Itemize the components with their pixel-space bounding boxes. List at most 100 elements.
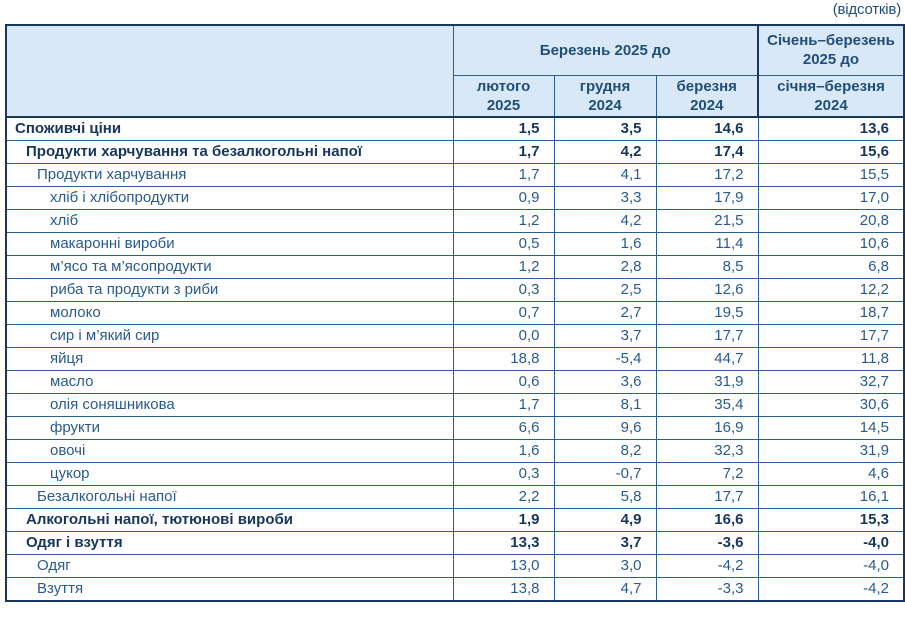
table-row: яйця 18,8 -5,4 44,7 11,8: [5, 347, 905, 371]
row-label: цукор: [5, 462, 454, 486]
row-label: Продукти харчування та безалкогольні нап…: [5, 140, 454, 164]
value-cell: 17,4: [655, 140, 759, 164]
value-cell: 16,6: [655, 508, 759, 532]
value-cell: 16,1: [757, 485, 905, 509]
value-cell: 31,9: [655, 370, 759, 394]
table-body: Споживчі ціни 1,5 3,5 14,6 13,6 Продукти харч…: [5, 116, 905, 602]
value-cell: 12,2: [757, 278, 905, 302]
col-header-feb-2025: лютого 2025: [452, 74, 555, 118]
value-cell: 11,8: [757, 347, 905, 371]
value-cell: 30,6: [757, 393, 905, 417]
value-cell: 3,5: [553, 116, 657, 141]
row-label: Продукти харчування: [5, 163, 454, 187]
value-cell: -4,0: [757, 554, 905, 578]
row-label: Взуття: [5, 577, 454, 602]
value-cell: 21,5: [655, 209, 759, 233]
col-header-line1: січня–березня: [777, 77, 885, 95]
col-group-jan-march-2025: Січень–березень 2025 до: [757, 24, 905, 76]
table-row: олія соняшникова 1,7 8,1 35,4 30,6: [5, 393, 905, 417]
table-row: овочі 1,6 8,2 32,3 31,9: [5, 439, 905, 463]
table-row: Алкогольні напої, тютюнові вироби 1,9 4,9 1…: [5, 508, 905, 532]
table-row: Продукти харчування 1,7 4,1 17,2 15,5: [5, 163, 905, 187]
row-label: хліб і хлібопродукти: [5, 186, 454, 210]
value-cell: 10,6: [757, 232, 905, 256]
value-cell: 32,7: [757, 370, 905, 394]
row-label: сир і м’який сир: [5, 324, 454, 348]
value-cell: 13,6: [757, 116, 905, 141]
value-cell: 1,6: [452, 439, 555, 463]
value-cell: 15,5: [757, 163, 905, 187]
value-cell: 4,7: [553, 577, 657, 602]
col-group-period-line1: Січень–березень: [767, 32, 895, 50]
value-cell: 17,0: [757, 186, 905, 210]
table-row: хліб і хлібопродукти 0,9 3,3 17,9 17,0: [5, 186, 905, 210]
value-cell: 17,7: [655, 324, 759, 348]
table-row: хліб 1,2 4,2 21,5 20,8: [5, 209, 905, 233]
value-cell: 1,6: [553, 232, 657, 256]
table-row: макаронні вироби 0,5 1,6 11,4 10,6: [5, 232, 905, 256]
value-cell: 6,8: [757, 255, 905, 279]
corner-cell: [5, 24, 454, 118]
value-cell: 0,3: [452, 278, 555, 302]
row-label: масло: [5, 370, 454, 394]
value-cell: 1,7: [452, 163, 555, 187]
value-cell: 0,9: [452, 186, 555, 210]
row-label: Безалкогольні напої: [5, 485, 454, 509]
value-cell: 12,6: [655, 278, 759, 302]
row-label: овочі: [5, 439, 454, 463]
col-header-jan-mar-2024: січня–березня 2024: [757, 74, 905, 118]
value-cell: 13,0: [452, 554, 555, 578]
value-cell: 35,4: [655, 393, 759, 417]
row-label: Алкогольні напої, тютюнові вироби: [5, 508, 454, 532]
value-cell: 15,3: [757, 508, 905, 532]
value-cell: 2,8: [553, 255, 657, 279]
value-cell: 4,6: [757, 462, 905, 486]
value-cell: 3,0: [553, 554, 657, 578]
value-cell: 20,8: [757, 209, 905, 233]
value-cell: 6,6: [452, 416, 555, 440]
value-cell: 14,6: [655, 116, 759, 141]
value-cell: 18,7: [757, 301, 905, 325]
value-cell: -5,4: [553, 347, 657, 371]
value-cell: 13,8: [452, 577, 555, 602]
value-cell: 31,9: [757, 439, 905, 463]
row-label: олія соняшникова: [5, 393, 454, 417]
row-label: риба та продукти з риби: [5, 278, 454, 302]
value-cell: 17,2: [655, 163, 759, 187]
value-cell: 2,7: [553, 301, 657, 325]
value-cell: 44,7: [655, 347, 759, 371]
value-cell: 4,2: [553, 140, 657, 164]
col-group-label: Березень 2025 до: [539, 41, 671, 59]
row-label: м’ясо та м’ясопродукти: [5, 255, 454, 279]
row-label: Споживчі ціни: [5, 116, 454, 141]
value-cell: 7,2: [655, 462, 759, 486]
value-cell: 4,9: [553, 508, 657, 532]
col-header-line1: лютого: [476, 77, 531, 95]
row-label: фрукти: [5, 416, 454, 440]
value-cell: 1,2: [452, 255, 555, 279]
value-cell: 1,9: [452, 508, 555, 532]
table-header: Березень 2025 до Січень–березень 2025 до…: [5, 24, 905, 118]
col-header-dec-2024: грудня 2024: [553, 74, 657, 118]
value-cell: 1,7: [452, 393, 555, 417]
table-row: молоко 0,7 2,7 19,5 18,7: [5, 301, 905, 325]
col-header-line2: 2024: [690, 96, 724, 114]
sub-header-row: лютого 2025 грудня 2024 березня 2024 січ…: [6, 74, 905, 118]
value-cell: 8,5: [655, 255, 759, 279]
value-cell: 18,8: [452, 347, 555, 371]
value-cell: 32,3: [655, 439, 759, 463]
value-cell: 11,4: [655, 232, 759, 256]
unit-label: (відсотків): [832, 1, 901, 18]
value-cell: 4,1: [553, 163, 657, 187]
col-header-mar-2024: березня 2024: [655, 74, 759, 118]
value-cell: 1,7: [452, 140, 555, 164]
row-label: Одяг: [5, 554, 454, 578]
value-cell: -4,0: [757, 531, 905, 555]
value-cell: 17,7: [655, 485, 759, 509]
col-header-line1: грудня: [579, 77, 631, 95]
table-row: Споживчі ціни 1,5 3,5 14,6 13,6: [5, 116, 905, 141]
col-header-line2: 2025: [486, 96, 521, 114]
row-label: макаронні вироби: [5, 232, 454, 256]
row-label: молоко: [5, 301, 454, 325]
value-cell: -0,7: [553, 462, 657, 486]
